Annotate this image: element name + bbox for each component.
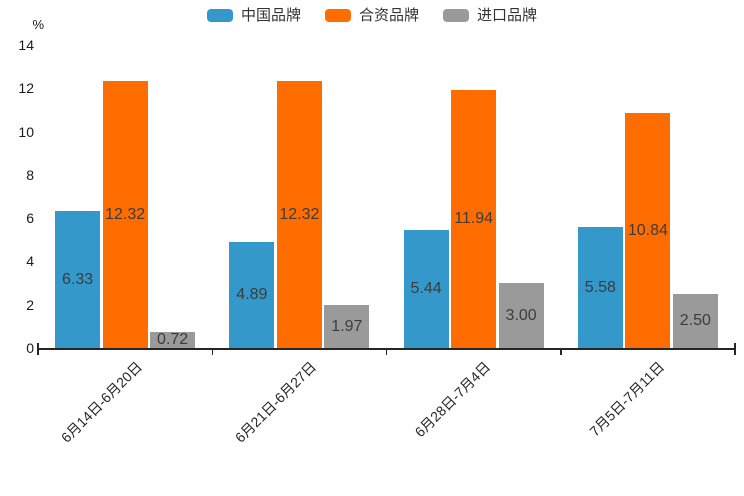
x-axis-tick (734, 348, 736, 355)
y-tick-label: 0 (26, 340, 34, 356)
bar-合资品牌-3 (451, 89, 497, 348)
bar-value-label: 12.32 (105, 205, 146, 223)
x-category-label: 6月21日-6月27日 (231, 358, 320, 446)
x-axis-tick (37, 348, 39, 355)
bar-中国品牌-1 (55, 211, 101, 348)
legend-item-1[interactable]: 中国品牌 (206, 7, 301, 24)
bar-value-label: 3.00 (505, 306, 537, 324)
legend-swatch-icon (324, 9, 351, 22)
bar-value-label: 4.89 (236, 286, 268, 304)
bar-value-label: 5.58 (584, 278, 616, 296)
bar-中国品牌-2 (229, 242, 275, 348)
bar-value-label: 5.44 (410, 280, 442, 298)
bar-进口品牌-4 (672, 293, 718, 348)
legend-item-3[interactable]: 进口品牌 (443, 8, 537, 23)
y-tick-label: 8 (26, 166, 34, 183)
bar-value-label: 1.97 (331, 317, 363, 335)
bar-中国品牌-3 (403, 230, 449, 348)
bar-合资品牌-1 (102, 81, 148, 348)
x-axis-tick (560, 348, 562, 355)
legend-label: 进口品牌 (477, 7, 538, 24)
x-axis-end-tick (37, 343, 39, 348)
y-axis-unit-label: % (32, 17, 44, 32)
bar-value-label: 12.32 (279, 205, 320, 223)
x-axis-tick (211, 348, 213, 355)
bar-进口品牌-1 (150, 332, 196, 348)
x-category-label: 7月5日-7月11日 (586, 358, 668, 440)
bar-value-label: 6.33 (62, 270, 94, 288)
bar-value-label: 10.84 (627, 221, 668, 239)
y-tick-label: 10 (18, 123, 34, 140)
legend-swatch-icon (206, 9, 233, 22)
y-tick-label: 14 (18, 37, 34, 53)
bar-合资品牌-4 (625, 113, 671, 348)
x-axis-end-tick (734, 343, 736, 348)
bar-进口品牌-2 (324, 305, 370, 348)
bar-中国品牌-4 (577, 227, 623, 348)
legend-item-2[interactable]: 合资品牌 (324, 7, 419, 24)
legend-swatch-icon (443, 9, 469, 22)
bar-value-label: 2.50 (679, 311, 711, 329)
legend: 中国品牌 合资品牌 进口品牌 (0, 8, 744, 23)
x-category-label: 6月28日-7月4日 (411, 358, 494, 441)
bar-合资品牌-2 (276, 81, 322, 348)
bar-value-label: 0.72 (157, 331, 189, 349)
legend-label: 合资品牌 (358, 7, 419, 24)
bar-进口品牌-3 (498, 283, 544, 348)
y-tick-label: 4 (26, 253, 34, 270)
bar-value-label: 11.94 (454, 209, 494, 227)
x-category-label: 6月14日-6月20日 (57, 358, 145, 446)
legend-label: 中国品牌 (240, 7, 301, 24)
y-tick-label: 12 (18, 80, 34, 97)
y-tick-label: 6 (26, 210, 34, 227)
y-tick-label: 2 (26, 296, 34, 313)
x-axis-tick (385, 348, 388, 355)
